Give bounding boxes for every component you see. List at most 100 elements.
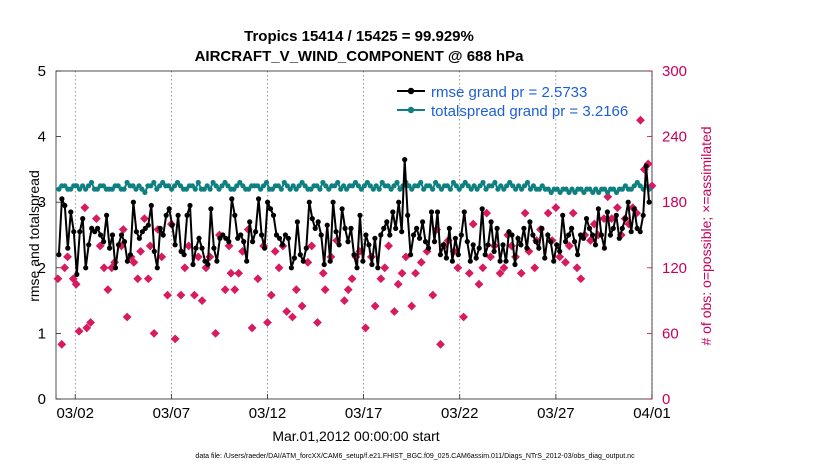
rmse-point	[86, 242, 92, 248]
rmse-point	[545, 232, 551, 238]
totalspread-point	[628, 186, 634, 192]
obs-marker	[361, 323, 370, 333]
obs-marker	[370, 301, 380, 311]
y-right-tick-label: 300	[662, 63, 687, 80]
rmse-point	[148, 202, 154, 209]
rmse-point	[291, 255, 297, 261]
rmse-point	[393, 225, 399, 231]
obs-marker	[60, 263, 70, 273]
rmse-point	[518, 242, 524, 248]
obs-marker	[68, 274, 78, 284]
rmse-point	[521, 225, 527, 231]
rmse-point	[512, 261, 518, 268]
totalspread-point	[332, 183, 338, 189]
rmse-point	[270, 212, 277, 218]
obs-marker	[453, 263, 463, 273]
totalspread-point	[121, 186, 127, 192]
obs-marker	[184, 241, 194, 251]
totalspread-point	[376, 186, 382, 192]
totalspread-point	[278, 186, 284, 192]
rmse-point	[95, 225, 101, 231]
rmse-point	[250, 239, 256, 245]
obs-marker	[291, 285, 301, 295]
rmse-point	[479, 206, 485, 212]
rmse-point	[434, 209, 441, 215]
rmse-point	[214, 258, 220, 264]
rmse-point	[554, 242, 560, 248]
rmse-point	[637, 229, 643, 235]
totalspread-point	[596, 189, 602, 195]
totalspread-point	[177, 183, 184, 189]
rmse-point	[101, 239, 107, 245]
rmse-point	[256, 196, 262, 202]
rmse-point	[437, 252, 443, 258]
rmse-point	[235, 235, 241, 241]
x-tick-label: 03/27	[537, 405, 575, 422]
totalspread-point	[524, 179, 531, 186]
rmse-point	[402, 157, 408, 163]
totalspread-point	[246, 186, 252, 192]
obs-marker	[468, 219, 478, 229]
x-tick-label: 03/12	[249, 405, 287, 422]
rmse-point	[422, 239, 429, 245]
legend: rmse grand pr = 2.5733 totalspread grand…	[397, 84, 628, 120]
rmse-point	[601, 245, 608, 251]
rmse-point	[580, 235, 587, 241]
chart-title-line1: Tropics 15414 / 15425 = 99.929%	[244, 28, 474, 45]
rmse-point	[351, 252, 357, 258]
totalspread-point	[234, 183, 240, 189]
rmse-point	[631, 206, 637, 212]
totalspread-point	[409, 186, 415, 192]
obs-marker	[136, 247, 145, 256]
obs-marker	[482, 208, 492, 218]
rmse-point	[598, 232, 605, 238]
obs-marker	[343, 285, 353, 295]
totalspread-point	[465, 183, 471, 189]
rmse-point	[527, 219, 533, 225]
rmse-point	[178, 248, 184, 254]
obs-marker	[234, 268, 244, 278]
obs-marker	[99, 263, 109, 273]
rmse-point	[297, 252, 303, 258]
obs-marker	[397, 268, 407, 278]
rmse-point	[491, 248, 497, 254]
rmse-point	[616, 235, 622, 241]
rmse-point	[449, 258, 455, 264]
rmse-point	[279, 242, 286, 248]
rmse-point	[336, 242, 342, 248]
obs-marker	[274, 263, 284, 273]
rmse-point	[253, 229, 259, 235]
rmse-point	[232, 212, 238, 218]
totalspread-point	[287, 186, 293, 192]
obs-marker	[74, 326, 84, 336]
rmse-point	[548, 239, 554, 245]
totalspread-point	[521, 183, 528, 189]
rmse-point	[262, 245, 268, 251]
totalspread-point	[151, 179, 157, 186]
totalspread-point	[593, 186, 599, 192]
rmse-point	[211, 245, 217, 251]
rmse-point	[247, 219, 253, 225]
obs-marker	[459, 312, 468, 322]
obs-marker	[339, 296, 349, 305]
totalspread-point	[260, 183, 267, 189]
obs-marker	[380, 263, 390, 273]
rmse-point	[104, 212, 110, 218]
obs-marker	[270, 247, 280, 256]
obs-marker	[376, 274, 386, 284]
x-axis-label: Mar.01,2012 00:00:00 start	[272, 428, 439, 444]
rmse-point	[589, 232, 596, 238]
rmse-point	[500, 242, 506, 248]
y-right-tick-label: 180	[662, 194, 687, 211]
rmse-point	[121, 239, 128, 245]
obs-marker	[428, 290, 438, 300]
totalspread-point	[456, 186, 462, 192]
totalspread-point	[504, 183, 510, 189]
obs-marker	[63, 252, 72, 262]
obs-marker	[91, 214, 101, 223]
rmse-point	[503, 258, 509, 264]
obs-marker	[332, 236, 342, 245]
totalspread-point	[355, 183, 361, 189]
obs-marker	[464, 268, 474, 278]
